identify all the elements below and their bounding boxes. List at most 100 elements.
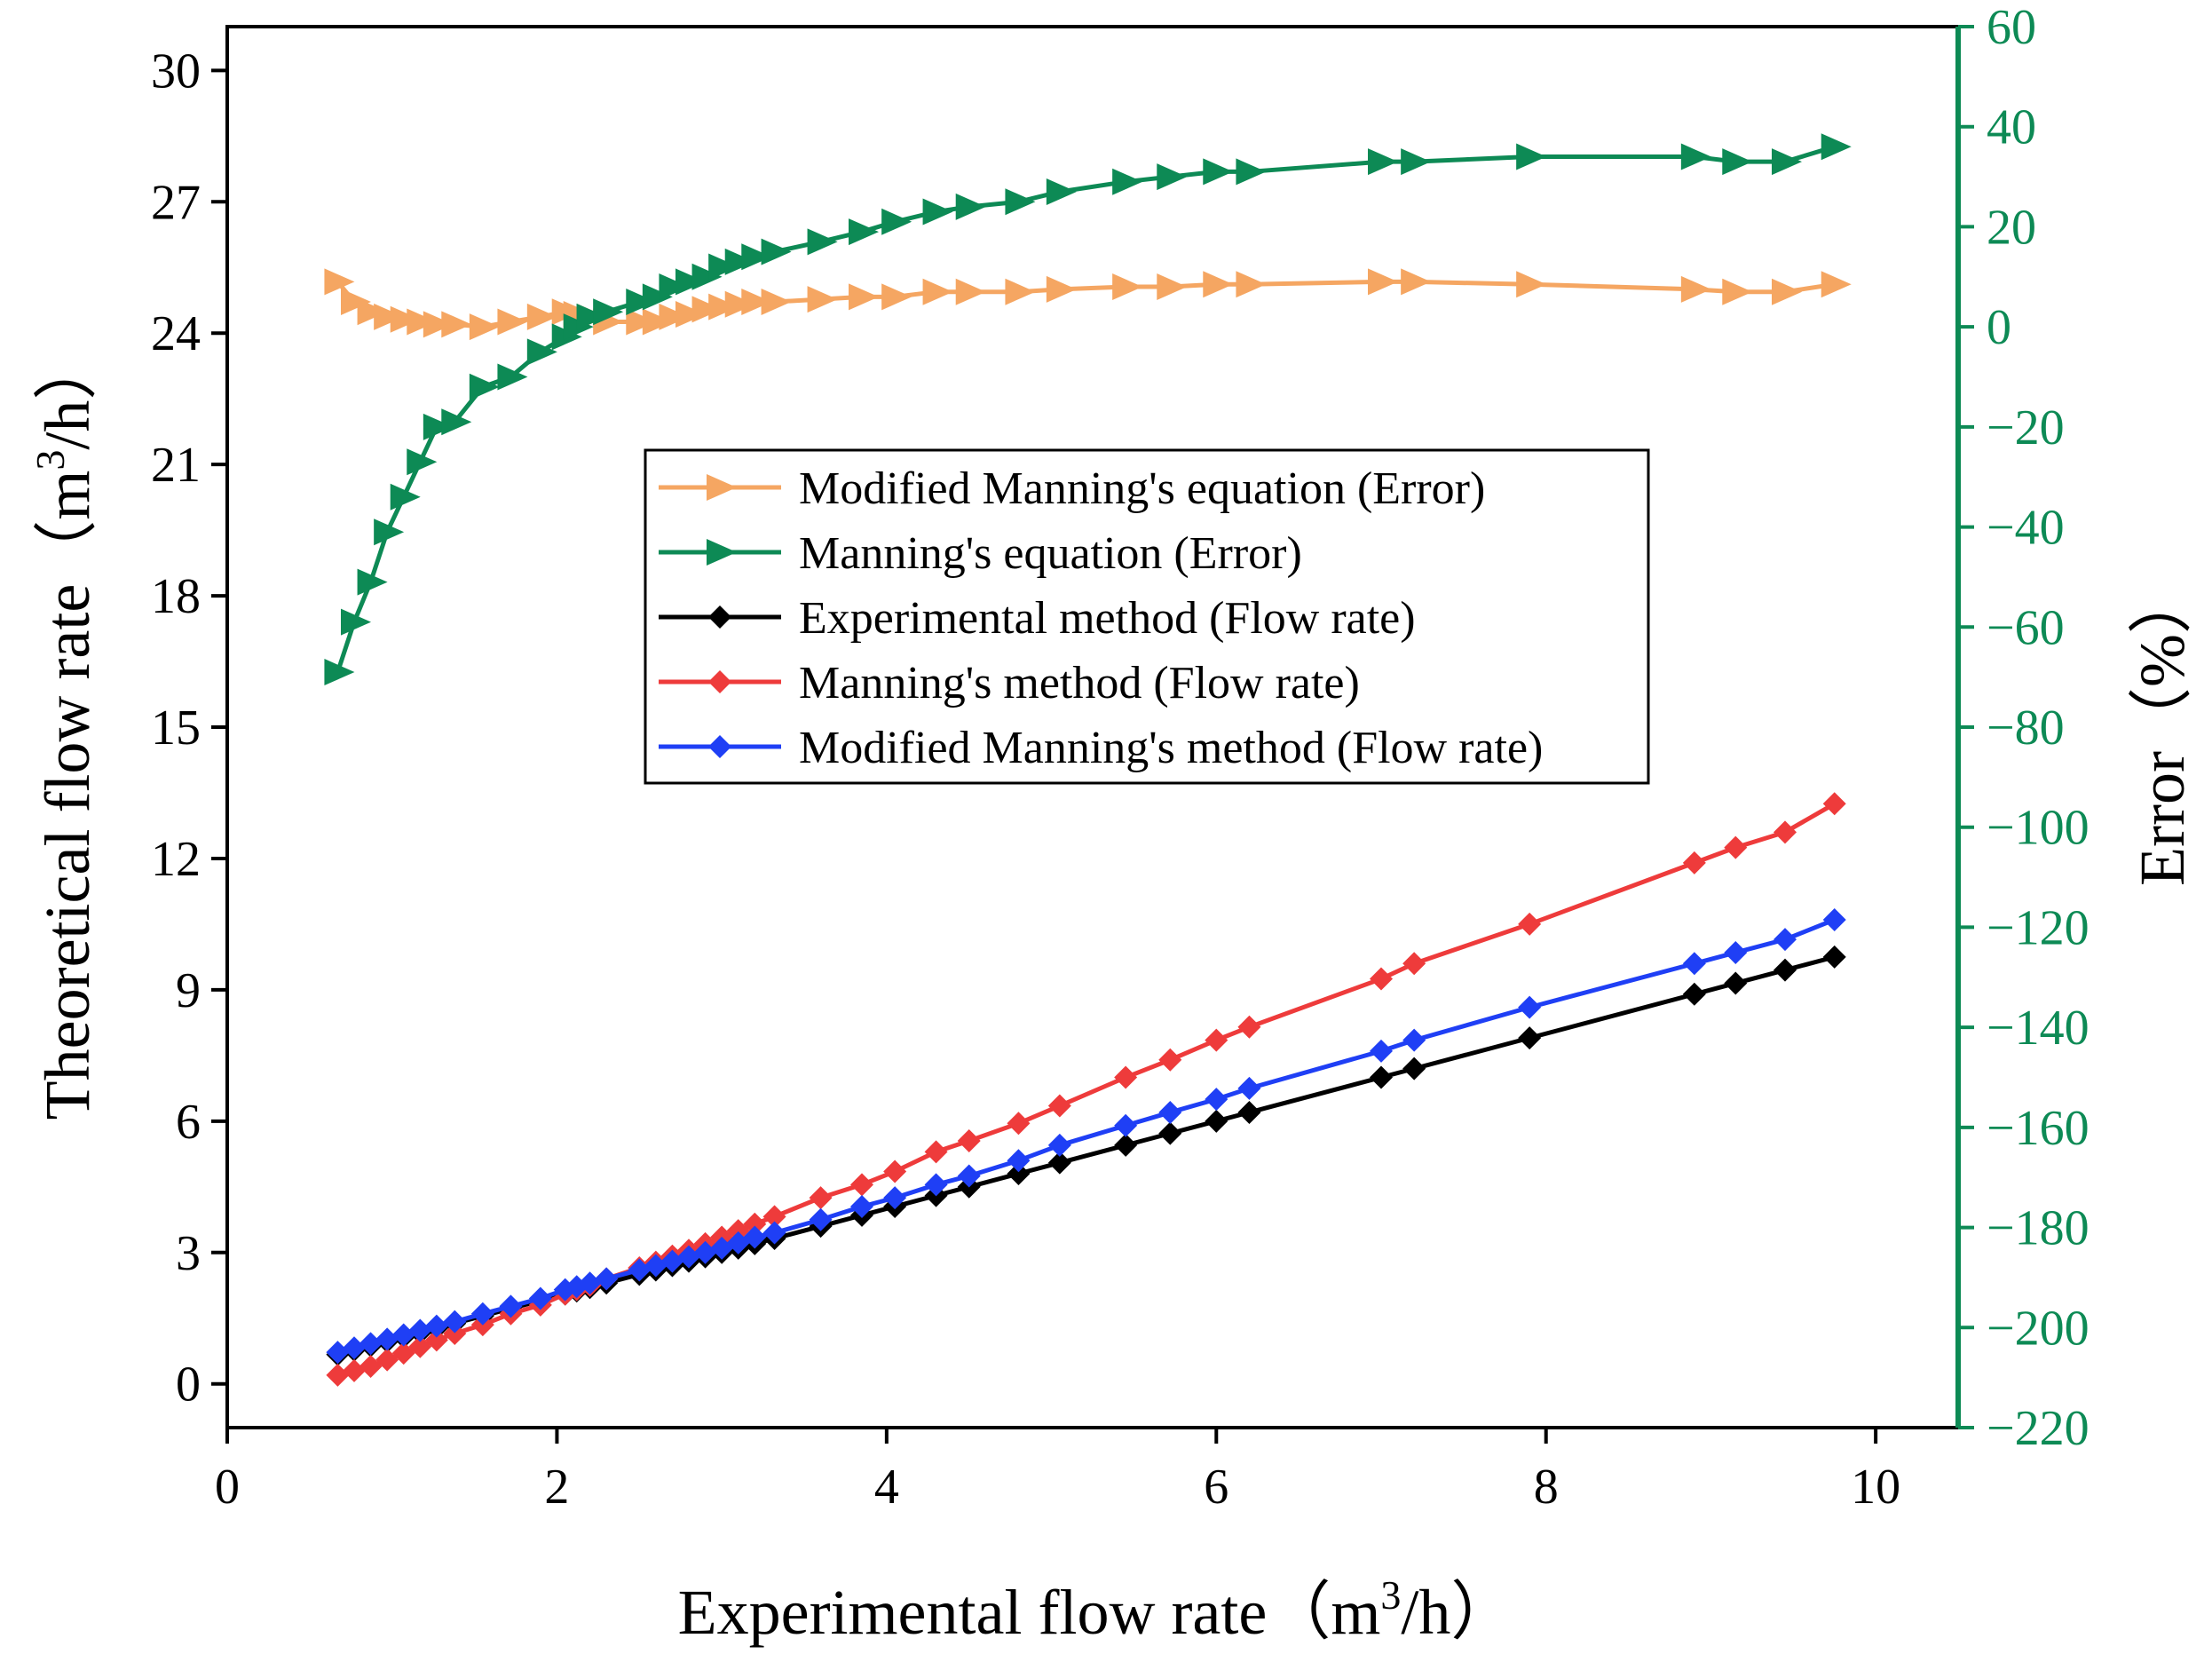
data-point <box>881 208 912 235</box>
data-point <box>443 1321 467 1345</box>
data-point <box>443 1310 467 1334</box>
data-point <box>691 296 723 323</box>
y-right-tick-label: −140 <box>1987 1001 2090 1056</box>
series-layer <box>324 133 1852 1387</box>
x-tick-label: 2 <box>544 1460 569 1515</box>
y-left-tick-label: 24 <box>151 306 201 361</box>
data-point <box>324 659 355 686</box>
data-point <box>374 518 405 546</box>
data-point <box>1516 271 1547 298</box>
legend-marker <box>708 605 731 629</box>
data-point <box>922 198 953 226</box>
y-axis-left-title: Theoretical flow rate（m3/h） <box>28 336 103 1120</box>
data-point <box>1114 1065 1138 1089</box>
data-point <box>741 243 772 271</box>
data-point <box>807 228 838 256</box>
data-point <box>1401 268 1432 296</box>
data-point <box>1518 1026 1542 1050</box>
data-point <box>1772 278 1802 305</box>
data-point <box>593 298 624 326</box>
y-right-tick-label: −20 <box>1987 400 2065 455</box>
data-point <box>390 305 421 333</box>
data-point <box>497 363 528 391</box>
x-axis-title: Experimental flow rate（m3/h） <box>678 1572 1515 1648</box>
series-3 <box>326 945 1846 1366</box>
data-point <box>1774 820 1797 844</box>
data-point <box>424 1328 448 1352</box>
data-point <box>1774 958 1797 982</box>
legend-marker <box>707 474 737 501</box>
y-axis-right-title: Error（%） <box>2127 570 2198 886</box>
data-point <box>955 193 986 220</box>
data-point <box>675 301 706 328</box>
data-point <box>1682 952 1706 976</box>
data-point <box>1402 952 1426 976</box>
y-right-tick-label: −40 <box>1987 501 2065 556</box>
y-right-tick-label: −100 <box>1987 801 2090 856</box>
data-point <box>724 248 755 275</box>
data-point <box>1402 1057 1426 1080</box>
data-point <box>595 1267 619 1291</box>
data-point <box>850 1173 873 1197</box>
data-point <box>1724 835 1748 859</box>
data-point <box>1158 1048 1182 1072</box>
data-point <box>1724 971 1748 995</box>
data-point <box>761 238 792 265</box>
data-point <box>469 313 500 341</box>
data-point <box>957 1129 981 1153</box>
data-point <box>724 290 755 318</box>
data-point <box>1046 178 1077 205</box>
series-4 <box>326 792 1846 1387</box>
y-right-tick-label: −120 <box>1987 900 2090 955</box>
data-point <box>1114 1133 1138 1157</box>
data-point <box>708 253 739 281</box>
data-point <box>1158 1100 1182 1124</box>
y-right-tick-label: −180 <box>1987 1201 2090 1256</box>
data-point <box>1370 967 1393 991</box>
data-point <box>1158 1121 1182 1145</box>
data-point <box>1402 1028 1426 1052</box>
data-point <box>341 608 371 636</box>
data-point <box>1516 143 1547 170</box>
data-point <box>1518 995 1542 1019</box>
legend-label: Modified Manning's method (Flow rate) <box>799 723 1543 773</box>
legend-marker <box>708 670 731 693</box>
data-point <box>1821 271 1852 298</box>
data-point <box>526 338 557 366</box>
data-point <box>642 308 673 336</box>
data-point <box>1772 148 1802 176</box>
data-point <box>691 263 723 290</box>
data-point <box>576 303 607 330</box>
legend-label: Experimental method (Flow rate) <box>799 593 1416 644</box>
data-point <box>497 308 528 336</box>
y-left-tick-label: 6 <box>176 1095 201 1150</box>
data-point <box>469 373 500 400</box>
data-point <box>1005 188 1036 216</box>
data-point <box>408 1318 432 1342</box>
data-point <box>374 303 405 330</box>
data-point <box>359 1332 383 1356</box>
data-point <box>1205 1028 1228 1052</box>
data-point <box>1047 1151 1071 1175</box>
y-right-tick-label: −200 <box>1987 1301 2090 1356</box>
x-tick-label: 8 <box>1534 1460 1559 1515</box>
data-point <box>1401 148 1432 176</box>
y-left-tick-label: 0 <box>176 1357 201 1413</box>
data-point <box>1157 163 1188 191</box>
data-point <box>642 283 673 311</box>
data-point <box>850 1194 873 1218</box>
data-point <box>343 1358 366 1382</box>
data-point <box>677 1245 700 1269</box>
data-point <box>626 308 657 336</box>
data-point <box>708 293 739 321</box>
data-point <box>1722 148 1753 176</box>
data-point <box>407 308 438 336</box>
data-point <box>1236 271 1267 298</box>
data-point <box>423 413 454 440</box>
legend-entry-3: Experimental method (Flow rate) <box>659 593 1416 644</box>
data-point <box>1203 158 1234 186</box>
data-point <box>849 283 879 311</box>
data-point <box>693 1240 717 1264</box>
y-left-tick-label: 12 <box>151 832 201 887</box>
data-point <box>1007 1149 1031 1173</box>
